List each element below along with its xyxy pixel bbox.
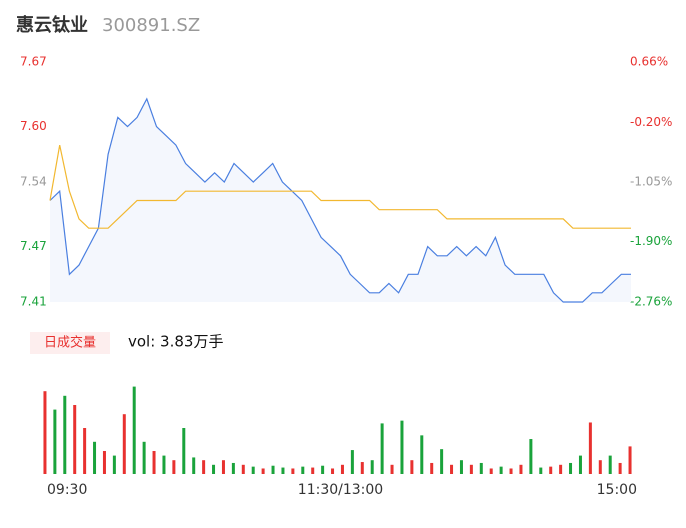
volume-bar xyxy=(221,460,225,474)
volume-bar xyxy=(182,428,186,474)
y2-tick-label: -0.20% xyxy=(630,115,672,129)
volume-bar xyxy=(618,462,622,474)
y-tick-label: 7.67 xyxy=(20,55,47,69)
volume-bar xyxy=(459,460,463,474)
volume-bar xyxy=(281,467,285,474)
stock-name: 惠云钛业 xyxy=(16,14,88,36)
volume-bar xyxy=(410,460,414,474)
volume-bar xyxy=(321,465,325,474)
volume-bar xyxy=(559,464,563,474)
volume-bar xyxy=(212,464,216,474)
volume-bar xyxy=(499,466,503,474)
price-area xyxy=(50,98,631,303)
volume-bar xyxy=(132,386,136,474)
y2-tick-label: -1.90% xyxy=(630,234,672,248)
volume-bar xyxy=(122,414,126,474)
volume-bar xyxy=(370,460,374,474)
volume-bar xyxy=(628,446,632,474)
volume-bar xyxy=(192,457,196,474)
volume-bar xyxy=(549,466,553,474)
volume-bar xyxy=(241,464,245,474)
volume-bar xyxy=(539,467,543,474)
volume-bar xyxy=(202,460,206,474)
volume-bar xyxy=(172,460,176,474)
volume-bar xyxy=(301,466,305,474)
y-tick-label: 7.41 xyxy=(20,295,47,309)
volume-bar xyxy=(43,391,47,474)
volume-bar xyxy=(261,468,265,474)
y-tick-label: 7.47 xyxy=(20,239,47,253)
volume-bar xyxy=(569,462,573,474)
stock-code: 300891.SZ xyxy=(102,15,200,36)
volume-summary: vol: 3.83万手 xyxy=(128,333,223,351)
volume-label: 日成交量 xyxy=(44,335,96,351)
volume-bar xyxy=(400,420,404,474)
volume-bar xyxy=(598,460,602,474)
volume-bar xyxy=(440,449,444,474)
volume-bar xyxy=(112,455,116,474)
volume-bar xyxy=(83,428,87,474)
x-tick-label: 15:00 xyxy=(597,482,637,498)
volume-bar xyxy=(420,435,424,474)
y-tick-label: 7.54 xyxy=(20,175,47,189)
volume-bar xyxy=(162,455,166,474)
volume-bar xyxy=(360,462,364,474)
volume-bar xyxy=(63,395,67,474)
y2-tick-label: 0.66% xyxy=(630,55,668,69)
volume-bar xyxy=(251,466,255,474)
volume-bar xyxy=(519,464,523,474)
volume-label-bg xyxy=(30,332,110,354)
volume-bar xyxy=(340,464,344,474)
series-line xyxy=(49,97,631,303)
volume-bar xyxy=(231,462,235,474)
volume-bar xyxy=(380,423,384,474)
x-tick-label: 09:30 xyxy=(47,482,87,498)
y2-tick-label: -1.05% xyxy=(630,175,672,189)
y-tick-label: 7.60 xyxy=(20,119,47,133)
volume-bar xyxy=(390,464,394,474)
x-tick-label: 11:30/13:00 xyxy=(298,482,383,498)
volume-bar xyxy=(430,462,434,474)
series-line xyxy=(49,144,631,229)
volume-bar xyxy=(608,455,612,474)
volume-bar xyxy=(578,455,582,474)
volume-bar xyxy=(529,439,533,474)
volume-bar xyxy=(311,467,315,474)
volume-bar xyxy=(450,464,454,474)
volume-bar xyxy=(93,441,97,474)
volume-bar xyxy=(331,468,335,474)
y2-tick-label: -2.76% xyxy=(630,295,672,309)
volume-bar xyxy=(588,422,592,474)
volume-bar xyxy=(479,462,483,474)
volume-bar xyxy=(489,468,493,474)
volume-bar xyxy=(152,451,156,474)
volume-bar xyxy=(53,409,57,474)
volume-bar xyxy=(469,464,473,474)
volume-bar xyxy=(142,441,146,474)
volume-bar xyxy=(102,451,106,474)
volume-bar xyxy=(73,405,77,474)
volume-bar xyxy=(509,468,513,474)
volume-bar xyxy=(350,450,354,474)
volume-bar xyxy=(291,468,295,474)
volume-bar xyxy=(271,465,275,474)
